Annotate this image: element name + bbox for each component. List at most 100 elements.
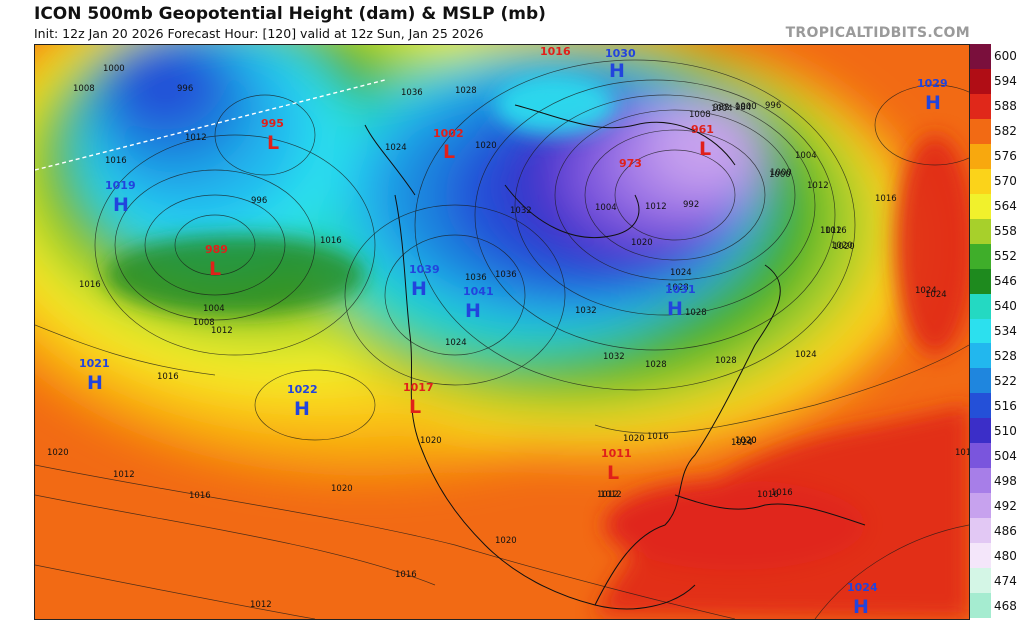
isobar-label: 1012 xyxy=(600,490,622,500)
legend-swatch xyxy=(970,268,991,294)
high-pressure-marker: H xyxy=(87,372,103,394)
isobar-label: 1036 xyxy=(401,88,423,98)
low-pressure-marker: L xyxy=(443,141,455,163)
legend-label: 516 xyxy=(994,398,1017,413)
legend-label: 594 xyxy=(994,74,1017,89)
isobar-label: 1016 xyxy=(105,156,127,166)
isobar-label: 1020 xyxy=(831,241,853,251)
height-field xyxy=(35,45,969,619)
high-pressure-marker: H xyxy=(609,60,625,82)
isobar-label: 1016 xyxy=(189,491,211,501)
legend-entry: 576 xyxy=(970,143,1024,169)
low-pressure-value: 1011 xyxy=(601,447,632,460)
low-pressure-value: 1017 xyxy=(403,381,434,394)
isobar-label: 1016 xyxy=(320,236,342,246)
isobar-label: 996 xyxy=(251,196,267,206)
low-pressure-value: 1016 xyxy=(540,45,571,58)
isobar-label: 1012 xyxy=(645,202,667,212)
high-pressure-value: 1030 xyxy=(605,47,636,60)
low-pressure-value: 989 xyxy=(205,243,228,256)
isobar-label: 1008 xyxy=(193,318,215,328)
isobar-label: 1004 xyxy=(595,203,617,213)
weather-map: 1000 1008 996 1016 1012 996 1016 1004 10… xyxy=(34,44,970,620)
high-pressure-marker: H xyxy=(667,298,683,320)
legend-swatch xyxy=(970,318,991,344)
pressure-centers: 1030 H 1029 H 1002 L 995 L 989 L 973 961… xyxy=(79,45,948,618)
high-pressure-value: 1031 xyxy=(665,283,696,296)
legend-entry: 528 xyxy=(970,343,1024,369)
high-pressure-value: 1022 xyxy=(287,383,318,396)
low-pressure-value: 995 xyxy=(261,117,284,130)
high-pressure-value: 1024 xyxy=(847,581,878,594)
forecast-info: Init: 12z Jan 20 2026 Forecast Hour: [12… xyxy=(34,26,484,41)
isobar-label: 996 xyxy=(177,84,193,94)
legend-label: 600 xyxy=(994,49,1017,64)
isobar-label: 996 xyxy=(765,101,781,111)
isobar-label: 1012 xyxy=(597,490,619,500)
legend-swatch xyxy=(970,368,991,394)
isobar-label: 1000 xyxy=(770,168,792,178)
legend-swatch xyxy=(970,168,991,194)
legend-entry: 600 xyxy=(970,44,1024,69)
high-pressure-value: 1019 xyxy=(105,179,136,192)
isobar-label: 1020 xyxy=(735,436,757,446)
isobar-label: 1008 xyxy=(689,110,711,120)
legend-swatch xyxy=(970,93,991,119)
legend-swatch xyxy=(970,193,991,219)
legend-label: 498 xyxy=(994,473,1017,488)
isobar-label: 1036 xyxy=(465,273,487,283)
legend-swatch xyxy=(970,143,991,169)
legend-label: 504 xyxy=(994,448,1017,463)
isobar-label: 1004 xyxy=(203,304,225,314)
legend-label: 492 xyxy=(994,498,1017,513)
isobar-label: 1020 xyxy=(331,484,353,494)
legend-swatch xyxy=(970,493,991,519)
legend-label: 582 xyxy=(994,124,1017,139)
watermark: TROPICALTIDBITS.COM xyxy=(785,25,970,41)
legend-entry: 552 xyxy=(970,243,1024,269)
legend-label: 534 xyxy=(994,323,1017,338)
legend-label: 522 xyxy=(994,373,1017,388)
legend-entry: 522 xyxy=(970,368,1024,394)
dateline-dashed xyxy=(35,79,386,171)
isobar-label: 1028 xyxy=(715,356,737,366)
isobar-lines xyxy=(35,59,969,619)
legend-label: 474 xyxy=(994,573,1017,588)
isobar-label: 1020 xyxy=(47,448,69,458)
isobar-label: 1016 xyxy=(79,280,101,290)
color-scale-legend: 600 594 588 582 576 570 564 558 552 546 540 534 528 5… xyxy=(970,44,1024,618)
legend-label: 480 xyxy=(994,548,1017,563)
legend-swatch xyxy=(970,68,991,94)
low-pressure-marker: L xyxy=(409,396,421,418)
low-pressure-value: 961 xyxy=(691,123,714,136)
low-pressure-value: 1002 xyxy=(433,127,464,140)
legend-label: 528 xyxy=(994,348,1017,363)
legend-label: 558 xyxy=(994,224,1017,239)
legend-swatch xyxy=(970,393,991,419)
isobar-label: 1016 xyxy=(955,448,969,458)
low-pressure-marker: L xyxy=(267,132,279,154)
isobar-label: 1016 xyxy=(757,490,779,500)
legend-swatch xyxy=(970,243,991,269)
isobar-label: 1012 xyxy=(250,600,272,610)
isobar-label: 1028 xyxy=(667,283,689,293)
isobar-label: 1024 xyxy=(385,143,407,153)
legend-entry: 516 xyxy=(970,393,1024,419)
legend-label: 570 xyxy=(994,174,1017,189)
legend-label: 468 xyxy=(994,598,1017,613)
isobar-label: 1016 xyxy=(647,432,669,442)
legend-swatch xyxy=(970,543,991,569)
high-pressure-marker: H xyxy=(853,596,869,618)
legend-entry: 510 xyxy=(970,418,1024,444)
legend-label: 486 xyxy=(994,523,1017,538)
legend-entry: 534 xyxy=(970,318,1024,344)
low-pressure-marker: L xyxy=(607,462,619,484)
legend-label: 588 xyxy=(994,99,1017,114)
isobar-label: 1000 xyxy=(103,64,125,74)
legend-swatch xyxy=(970,568,991,594)
legend-entry: 474 xyxy=(970,568,1024,594)
isobar-label: 1012 xyxy=(211,326,233,336)
isobar-label: 984 xyxy=(735,103,751,113)
high-pressure-marker: H xyxy=(113,194,129,216)
isobar-label: 1036 xyxy=(495,270,517,280)
